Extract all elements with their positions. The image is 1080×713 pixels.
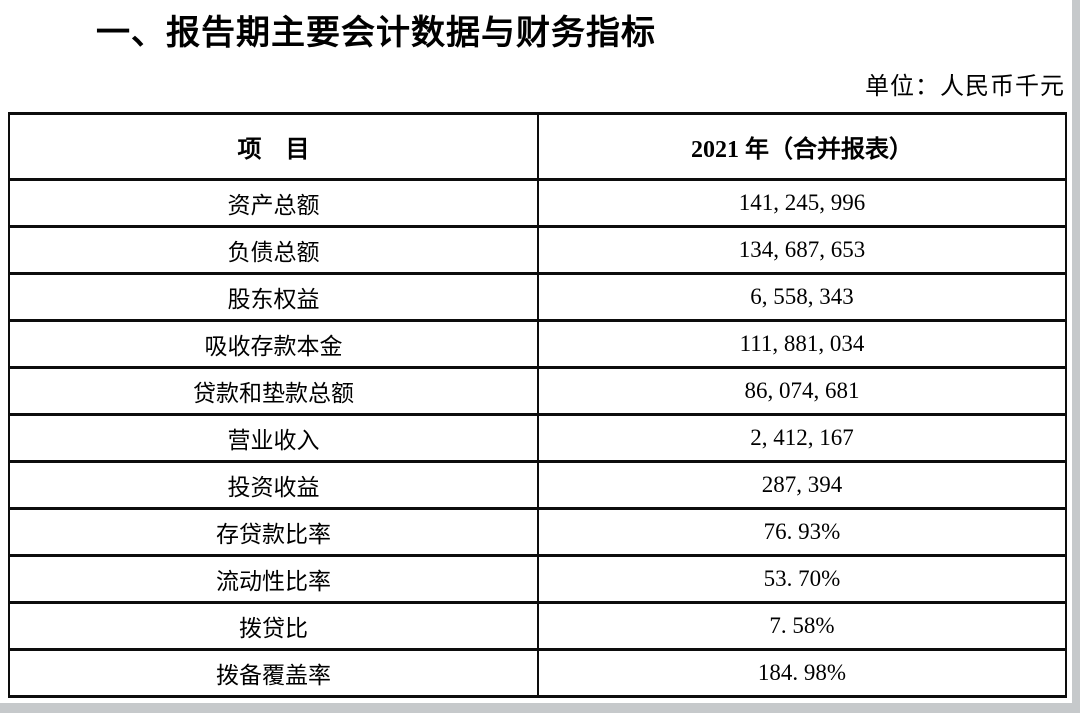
item-cell: 拨备覆盖率	[8, 647, 539, 698]
table-row: 吸收存款本金 111, 881, 034	[8, 318, 1067, 369]
table-row: 存贷款比率 76. 93%	[8, 506, 1067, 557]
table-row: 拨备覆盖率 184. 98%	[8, 647, 1067, 698]
value-cell: 184. 98%	[537, 647, 1067, 698]
item-cell: 流动性比率	[8, 553, 539, 604]
item-cell: 资产总额	[8, 177, 539, 228]
table-row: 贷款和垫款总额 86, 074, 681	[8, 365, 1067, 416]
value-cell: 141, 245, 996	[537, 177, 1067, 228]
item-cell: 股东权益	[8, 271, 539, 322]
value-cell: 53. 70%	[537, 553, 1067, 604]
item-cell: 吸收存款本金	[8, 318, 539, 369]
value-cell: 134, 687, 653	[537, 224, 1067, 275]
column-header-period: 2021 年（合并报表）	[537, 111, 1067, 181]
value-cell: 6, 558, 343	[537, 271, 1067, 322]
section-title: 一、报告期主要会计数据与财务指标	[96, 14, 656, 52]
table-row: 投资收益 287, 394	[8, 459, 1067, 510]
table-row: 负债总额 134, 687, 653	[8, 224, 1067, 275]
table-row: 股东权益 6, 558, 343	[8, 271, 1067, 322]
item-cell: 营业收入	[8, 412, 539, 463]
table-row: 拨贷比 7. 58%	[8, 600, 1067, 651]
item-cell: 投资收益	[8, 459, 539, 510]
value-cell: 287, 394	[537, 459, 1067, 510]
column-header-item: 项 目	[8, 111, 539, 181]
item-cell: 拨贷比	[8, 600, 539, 651]
value-cell: 86, 074, 681	[537, 365, 1067, 416]
item-cell: 贷款和垫款总额	[8, 365, 539, 416]
financial-table: 项 目 2021 年（合并报表） 资产总额 141, 245, 996 负债总额…	[8, 111, 1067, 698]
unit-label: 单位：人民币千元	[865, 73, 1065, 100]
item-cell: 负债总额	[8, 224, 539, 275]
table-row: 资产总额 141, 245, 996	[8, 177, 1067, 228]
value-cell: 76. 93%	[537, 506, 1067, 557]
value-cell: 7. 58%	[537, 600, 1067, 651]
table-row: 营业收入 2, 412, 167	[8, 412, 1067, 463]
value-cell: 111, 881, 034	[537, 318, 1067, 369]
document-page: 一、报告期主要会计数据与财务指标 单位：人民币千元 项 目 2021 年（合并报…	[0, 0, 1072, 703]
table-header-row: 项 目 2021 年（合并报表）	[8, 111, 1067, 181]
value-cell: 2, 412, 167	[537, 412, 1067, 463]
item-cell: 存贷款比率	[8, 506, 539, 557]
table-row: 流动性比率 53. 70%	[8, 553, 1067, 604]
